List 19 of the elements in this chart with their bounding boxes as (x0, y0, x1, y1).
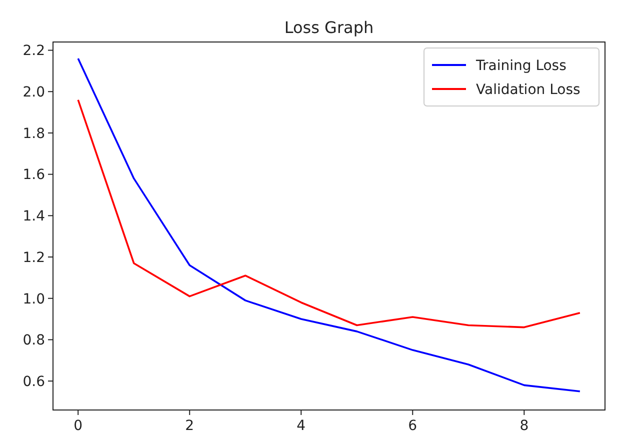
y-tick-label: 1.4 (22, 208, 46, 225)
y-tick-label: 1.0 (22, 291, 45, 308)
legend-label: Validation Loss (476, 82, 580, 98)
x-tick-label: 4 (296, 418, 306, 434)
x-tick-label: 2 (185, 418, 194, 434)
legend-label: Training Loss (475, 58, 566, 74)
x-tick-label: 0 (74, 418, 83, 434)
x-tick-label: 6 (408, 418, 418, 434)
x-tick-label: 8 (520, 418, 529, 434)
y-tick-label: 2.0 (22, 84, 45, 101)
line-series (77, 98, 581, 328)
chart-title: Loss Graph (284, 18, 374, 37)
y-tick-label: 1.6 (22, 167, 46, 184)
y-tick-label: 2.2 (22, 43, 45, 60)
y-tick-label: 1.8 (22, 126, 45, 142)
y-tick-label: 1.2 (22, 250, 45, 266)
y-tick-label: 0.8 (22, 332, 45, 349)
y-tick-label: 0.6 (22, 374, 46, 390)
line-series (77, 58, 581, 392)
